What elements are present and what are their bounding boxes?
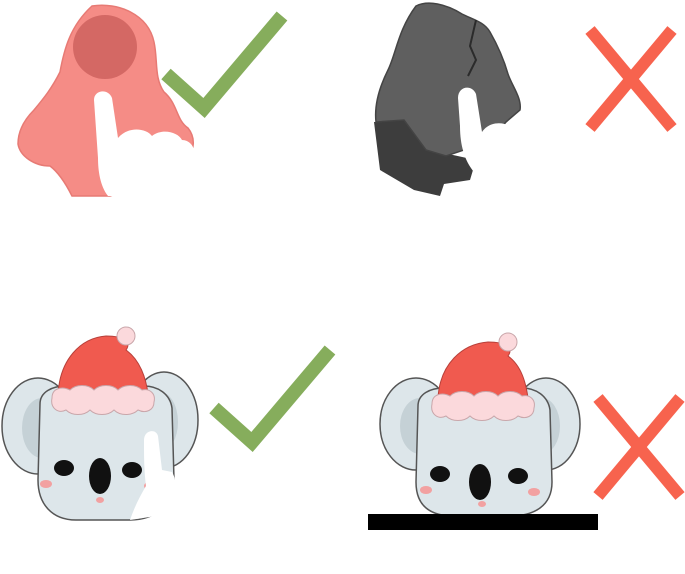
koala-nose — [469, 464, 491, 500]
santa-hat-trim — [51, 385, 155, 415]
red-rock-spot — [73, 15, 137, 79]
panel-koala-tapped — [1, 326, 199, 521]
koala-cheek-left — [420, 486, 432, 494]
koala-eye-left — [54, 460, 74, 476]
koala-mouth — [478, 501, 486, 507]
koala-eye-right — [508, 468, 528, 484]
koala-cheek-left — [40, 480, 52, 488]
koala-eye-left — [430, 466, 450, 482]
grey-rock-shape — [374, 2, 521, 157]
grey-rock-crack — [467, 19, 478, 77]
koala-nose — [89, 458, 111, 494]
tapping-hand — [94, 91, 195, 196]
santa-hat-pompom — [116, 326, 136, 346]
panel-koala-on-bar — [368, 332, 598, 530]
panel-red-rock — [17, 4, 195, 197]
santa-hat — [437, 341, 529, 399]
tapping-hand — [458, 87, 530, 172]
santa-hat-trim — [431, 391, 535, 421]
check-icon — [209, 345, 336, 453]
black-bar — [368, 514, 598, 530]
koala-cheek-right — [528, 488, 540, 496]
check-icon — [161, 11, 288, 119]
tapping-hand — [130, 431, 176, 520]
koala-mouth — [96, 497, 104, 503]
santa-hat-pompom — [498, 332, 518, 352]
cross-icon — [593, 394, 685, 500]
grey-rock-shadow — [374, 120, 476, 196]
panel-grey-rock — [374, 2, 530, 196]
cross-icon — [585, 26, 677, 132]
koala-eye-right — [122, 462, 142, 478]
